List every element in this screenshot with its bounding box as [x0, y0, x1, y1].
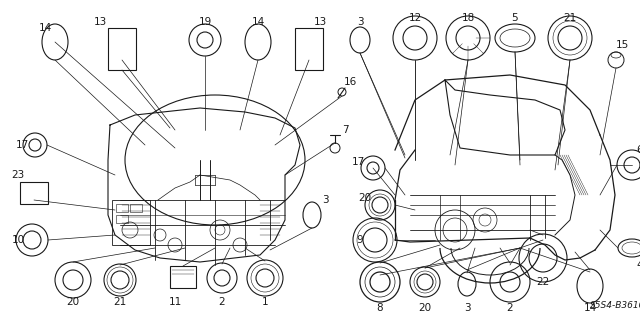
Text: 1: 1 [262, 297, 268, 307]
Text: 4: 4 [637, 260, 640, 270]
Text: 22: 22 [536, 277, 550, 287]
Text: 10: 10 [12, 235, 24, 245]
Text: 19: 19 [198, 17, 212, 27]
Text: 7: 7 [342, 125, 348, 135]
Bar [112, 200, 150, 245]
Text: 20: 20 [358, 193, 372, 203]
Text: 20: 20 [67, 297, 79, 307]
Text: 3: 3 [322, 195, 328, 205]
Text: 12: 12 [408, 13, 422, 23]
Text: 17: 17 [351, 157, 365, 167]
Text: 6: 6 [637, 145, 640, 155]
Text: 17: 17 [15, 140, 29, 150]
Bar [20, 182, 48, 204]
Text: S5S4-B3610A: S5S4-B3610A [590, 301, 640, 310]
Text: 18: 18 [461, 13, 475, 23]
Text: 14: 14 [584, 303, 596, 313]
Text: 15: 15 [616, 40, 628, 50]
Text: 16: 16 [344, 77, 356, 87]
Text: 21: 21 [113, 297, 127, 307]
Bar [295, 28, 323, 70]
Bar [116, 215, 128, 223]
Bar [108, 28, 136, 70]
Bar [170, 266, 196, 288]
Text: 14: 14 [38, 23, 52, 33]
Text: 14: 14 [252, 17, 264, 27]
Text: 13: 13 [93, 17, 107, 27]
Bar [130, 204, 142, 212]
Text: 8: 8 [377, 303, 383, 313]
Text: 3: 3 [464, 303, 470, 313]
Text: 13: 13 [314, 17, 326, 27]
Text: 5: 5 [512, 13, 518, 23]
Text: 9: 9 [356, 235, 364, 245]
Text: 23: 23 [12, 170, 24, 180]
Bar [116, 204, 128, 212]
Text: 2: 2 [219, 297, 225, 307]
Text: 3: 3 [356, 17, 364, 27]
Text: 21: 21 [563, 13, 577, 23]
Text: 20: 20 [419, 303, 431, 313]
Text: 2: 2 [507, 303, 513, 313]
Text: 11: 11 [168, 297, 182, 307]
